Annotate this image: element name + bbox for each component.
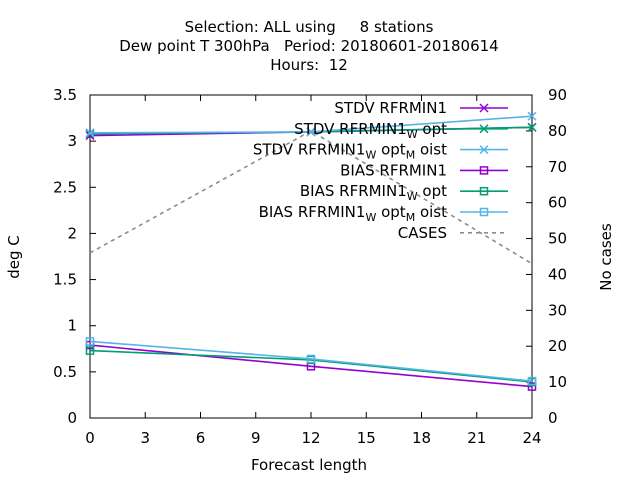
y2-tick-label: 10 [548,373,567,391]
y2-tick-label: 50 [548,230,567,248]
x-tick-label: 0 [85,429,95,447]
y-tick-label: 0.5 [53,363,77,381]
x-tick-label: 18 [412,429,431,447]
legend-label: BIAS RFRMIN1W opt [300,182,447,203]
legend-label: BIAS RFRMIN1 [340,161,447,179]
data-point [527,111,537,121]
axes: 0 3 6 9 12 15 18 21 24 0 0.5 1 1.5 2 2.5 3 3.5 0 10 20 30 40 5… [53,86,567,447]
x-tick-label: 6 [196,429,206,447]
x-tick-label: 3 [140,429,150,447]
legend-label: BIAS RFRMIN1W optM oist [259,203,448,224]
x-tick-label: 15 [357,429,376,447]
series-line [89,340,533,382]
y2-tick-label: 0 [548,409,558,427]
legend-sample-marker [479,124,489,134]
y-tick-label: 2 [67,224,77,242]
legend-sample-marker [479,145,489,155]
legend-sample-marker [479,103,489,113]
y2-tick-label: 90 [548,86,567,104]
legend-sample-marker [479,186,489,196]
legend-label: CASES [398,224,447,242]
x-tick-label: 21 [467,429,486,447]
x-tick-label: 12 [301,429,320,447]
data-point [527,122,537,132]
y-tick-label: 0 [67,409,77,427]
y-tick-label: 2.5 [53,178,77,196]
y2-tick-label: 30 [548,301,567,319]
series-line [89,344,533,388]
data-point [306,354,316,364]
legend-label: STDV RFRMIN1W optM oist [253,141,447,162]
x-axis-title: Forecast length [250,456,368,474]
series-line [89,129,533,265]
x-tick-label: 9 [251,429,261,447]
y-tick-label: 3.5 [53,86,77,104]
series-layer [85,111,537,391]
y2-tick-label: 70 [548,158,567,176]
x-tick-label: 24 [522,429,541,447]
y2-tick-label: 20 [548,337,567,355]
data-point [85,346,95,355]
y-tick-label: 1.5 [53,271,77,289]
y2-tick-label: 40 [548,265,567,283]
data-point [85,337,95,346]
legend-sample-marker [479,166,489,175]
chart-title-line-2: Dew point T 300hPa Period: 20180601-2018… [119,37,499,55]
y-tick-label: 3 [67,132,77,150]
y2-tick-label: 80 [548,122,567,140]
data-point [527,376,537,386]
series-line [89,349,533,383]
y2-tick-label: 60 [548,194,567,212]
chart-title-line-3: Hours: 12 [270,56,348,74]
y-tick-label: 1 [67,317,77,335]
chart-title-line-1: Selection: ALL using 8 stations [184,18,434,36]
legend-label: STDV RFRMIN1W opt [294,120,447,141]
legend-label: STDV RFRMIN1 [334,99,447,117]
data-point [85,128,95,138]
data-point [527,382,537,391]
legend-sample-marker [479,207,489,217]
data-point [306,127,316,137]
